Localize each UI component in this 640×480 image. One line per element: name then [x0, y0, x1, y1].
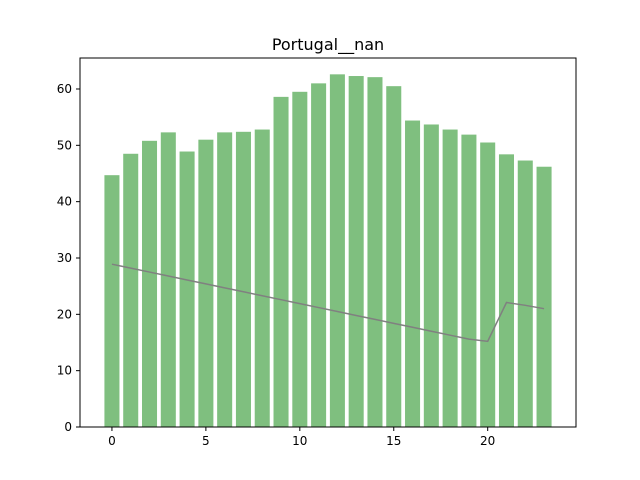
bar-series [104, 74, 552, 428]
bar [142, 140, 158, 428]
bar [329, 74, 345, 427]
bar [461, 134, 477, 427]
y-tick-label: 60 [57, 82, 72, 96]
y-tick-label: 10 [57, 364, 72, 378]
bar [442, 129, 458, 427]
bar [104, 175, 120, 427]
x-tick-label: 5 [202, 434, 210, 448]
bar [405, 120, 421, 427]
y-tick-label: 0 [64, 420, 72, 434]
bar [292, 91, 308, 428]
bar [123, 153, 139, 427]
line-series [111, 263, 545, 343]
bar [367, 77, 383, 427]
bar [179, 151, 195, 427]
series-line [111, 263, 545, 343]
bar [480, 142, 496, 427]
x-tick-label: 0 [108, 434, 116, 448]
x-tick-label: 15 [386, 434, 401, 448]
y-tick-label: 40 [57, 195, 72, 209]
y-axis: 0 10 20 30 40 50 60 [57, 82, 80, 434]
y-tick-label: 20 [57, 307, 72, 321]
bar [423, 124, 439, 428]
x-tick-label: 20 [480, 434, 495, 448]
bar [160, 132, 176, 428]
bar [311, 83, 327, 428]
y-tick-label: 50 [57, 138, 72, 152]
bar [536, 166, 552, 427]
bar [217, 132, 233, 428]
bar [386, 86, 402, 427]
axes-frame [79, 57, 577, 428]
bar [254, 129, 270, 427]
y-tick-label: 30 [57, 251, 72, 265]
bar [348, 76, 364, 428]
bar [273, 96, 289, 427]
x-axis: 0 5 10 15 20 [108, 427, 495, 448]
chart-title: Portugal__nan [272, 35, 384, 55]
bar [517, 160, 533, 427]
bar [235, 131, 251, 428]
x-tick-label: 10 [292, 434, 307, 448]
bar [498, 154, 514, 427]
